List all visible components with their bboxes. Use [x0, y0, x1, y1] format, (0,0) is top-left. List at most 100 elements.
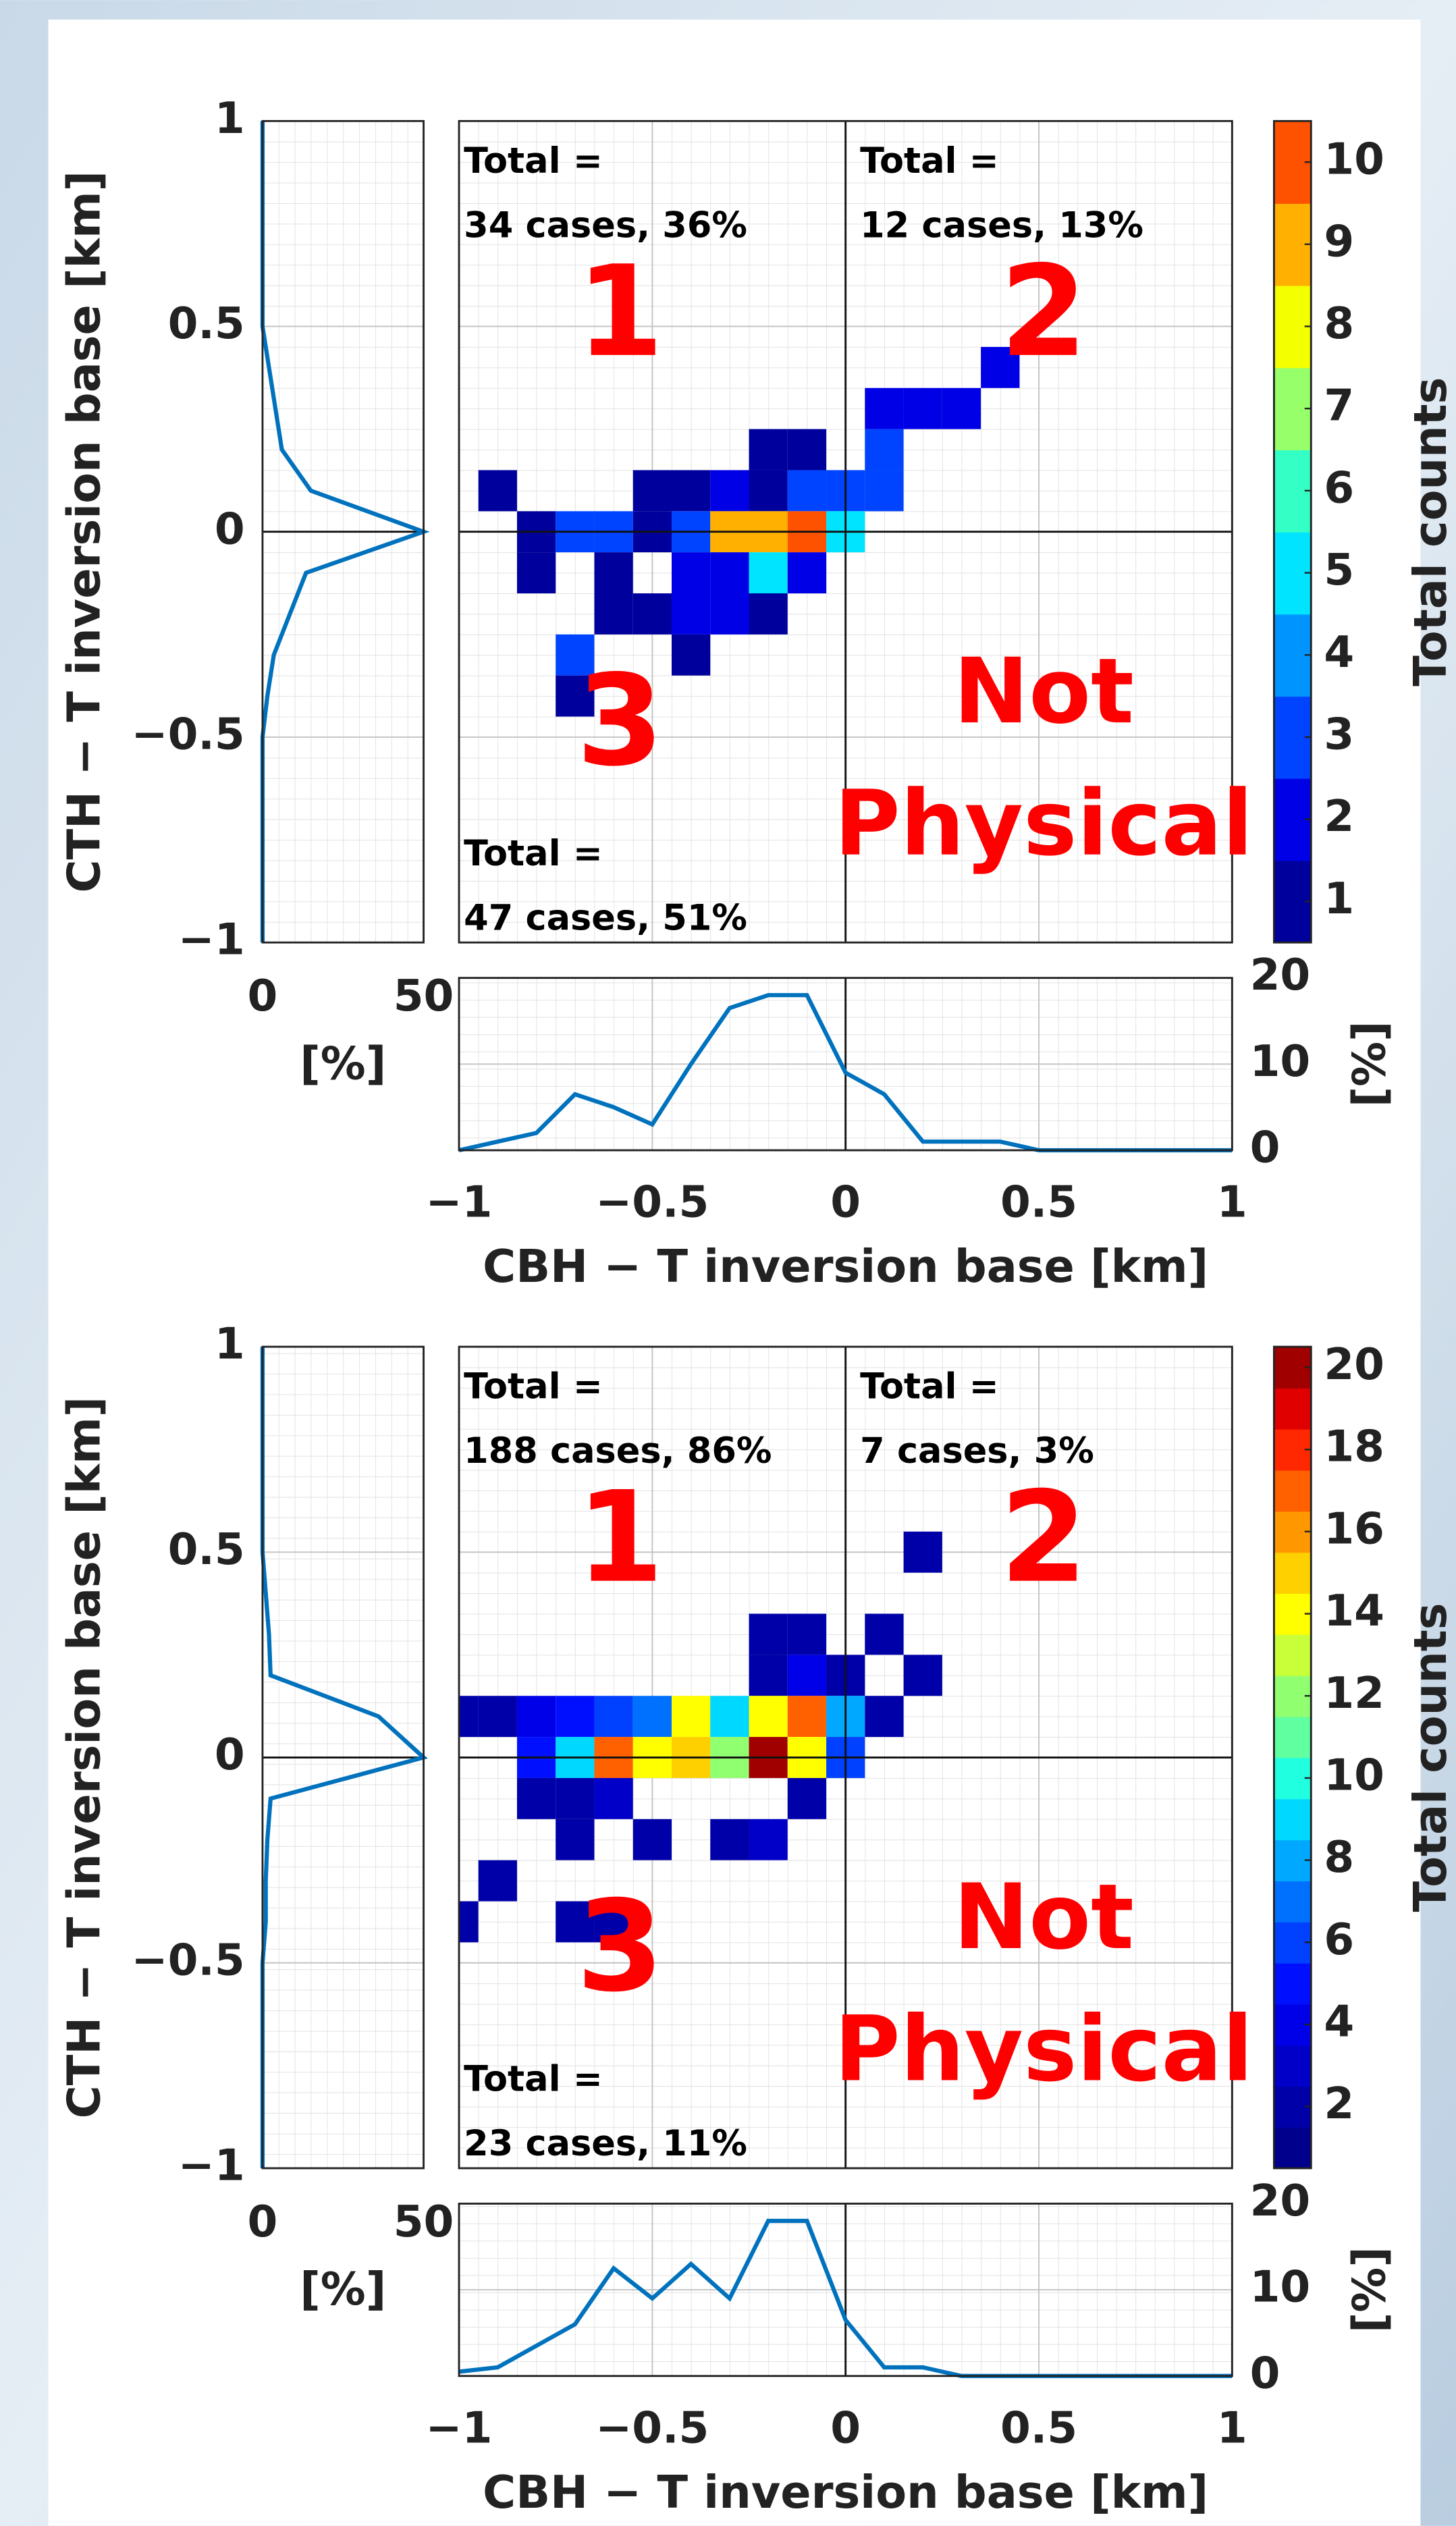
- colorbar-swatch: [1274, 1717, 1311, 1758]
- heat-cell: [942, 388, 981, 429]
- heat-cell: [672, 552, 710, 593]
- heat-cell: [479, 1860, 517, 1902]
- x-tick-label: 1: [1217, 1177, 1247, 1228]
- colorbar-tick-label: 5: [1324, 545, 1354, 595]
- heat-cell: [672, 1696, 710, 1737]
- colorbar-tick-label: 14: [1324, 1586, 1384, 1636]
- not-physical-label: Not: [953, 1864, 1133, 1970]
- heat-cell: [865, 1614, 903, 1655]
- region-number: 3: [576, 1873, 664, 2020]
- region-total: Total =: [464, 1366, 603, 1407]
- x-tick-label: 0: [830, 1177, 861, 1228]
- colorbar-swatch: [1274, 2045, 1311, 2087]
- region-number: 1: [576, 1464, 664, 1611]
- y-tick-label: 0: [215, 504, 245, 554]
- x-tick-label: 0.5: [1000, 1177, 1077, 1228]
- region-total: Total =: [860, 140, 999, 182]
- heat-cell: [749, 1819, 788, 1860]
- region-total: Total =: [464, 833, 603, 874]
- heat-cell: [788, 429, 826, 471]
- region-total: Total =: [860, 1366, 999, 1407]
- x-axis-label: [%]: [300, 1037, 386, 1090]
- y-tick-label: 20: [1250, 2176, 1311, 2226]
- heat-cell: [710, 1696, 749, 1737]
- heat-cell: [672, 635, 710, 676]
- y-axis-label: [%]: [1343, 1021, 1395, 1107]
- heat-cell: [749, 1614, 788, 1655]
- colorbar-swatch: [1274, 1798, 1311, 1840]
- y-tick-label: 0: [1250, 1123, 1280, 1173]
- x-tick-label: 1: [1217, 2402, 1247, 2453]
- region-cases: 23 cases, 11%: [464, 2123, 747, 2164]
- heat-cell: [556, 1778, 594, 1819]
- heat-cell: [749, 1655, 788, 1696]
- heat-cell: [865, 388, 903, 429]
- y-tick-label: 0: [1250, 2348, 1280, 2398]
- colorbar-tick-label: 16: [1324, 1503, 1384, 1554]
- page: {"chart_data": [ {"type": "heatmap", "xl…: [0, 0, 1456, 2526]
- region-number: 1: [576, 238, 664, 385]
- region-number: 3: [576, 647, 664, 794]
- heat-cell: [672, 593, 710, 635]
- not-physical-label: Physical: [834, 771, 1253, 876]
- colorbar-tick-label: 20: [1324, 1339, 1384, 1390]
- x-tick-label: 0: [248, 971, 278, 1021]
- y-tick-label: 0.5: [168, 1524, 245, 1575]
- x-axis-label: [%]: [300, 2263, 386, 2315]
- heat-cell: [556, 1696, 594, 1737]
- heat-cell: [479, 1696, 517, 1737]
- heat-cell: [865, 470, 903, 511]
- heat-cell: [517, 1778, 556, 1819]
- heat-cell: [749, 429, 788, 471]
- colorbar-label: Total counts: [1404, 1603, 1456, 1912]
- heat-cell: [594, 552, 632, 593]
- colorbar-tick-label: 2: [1324, 791, 1354, 842]
- x-tick-label: 0: [830, 2402, 861, 2453]
- heat-cell: [633, 470, 672, 511]
- heat-cell: [749, 552, 788, 593]
- colorbar-tick-label: 9: [1324, 216, 1354, 267]
- x-tick-label: −1: [426, 1177, 493, 1228]
- colorbar-tick-label: 6: [1324, 1914, 1354, 1965]
- heat-cell: [865, 1696, 903, 1737]
- colorbar-swatch: [1274, 2127, 1311, 2169]
- heat-cell: [594, 1696, 632, 1737]
- colorbar-tick-label: 10: [1324, 134, 1384, 185]
- heat-cell: [788, 470, 826, 511]
- heat-cell: [749, 1696, 788, 1737]
- y-tick-label: −0.5: [132, 709, 245, 760]
- colorbar-swatch: [1274, 1963, 1311, 2005]
- region-cases: 47 cases, 51%: [464, 897, 747, 938]
- heat-cell: [749, 593, 788, 635]
- heat-cell: [594, 1778, 632, 1819]
- figure: Total =34 cases, 36%1Total =12 cases, 13…: [0, 0, 1456, 2526]
- colorbar-tick-label: 4: [1324, 1997, 1354, 2047]
- colorbar-swatch: [1274, 1470, 1311, 1512]
- heat-cell: [904, 388, 942, 429]
- region-total: Total =: [464, 2059, 603, 2100]
- heat-cell: [633, 1819, 672, 1860]
- region-total: Total =: [464, 140, 603, 182]
- heat-cell: [556, 1819, 594, 1860]
- heat-cell: [710, 470, 749, 511]
- heat-cell: [904, 1655, 942, 1696]
- heat-cell: [904, 1532, 942, 1573]
- region-number: 2: [1000, 238, 1087, 385]
- y-axis-label: CTH − T inversion base [km]: [57, 171, 110, 893]
- y-tick-label: 20: [1250, 950, 1311, 1000]
- colorbar-tick-label: 8: [1324, 298, 1354, 349]
- y-tick-label: 0: [215, 1729, 245, 1780]
- colorbar-tick-label: 12: [1324, 1668, 1384, 1719]
- heat-cell: [633, 1696, 672, 1737]
- y-tick-label: 10: [1250, 2262, 1311, 2313]
- y-tick-label: 1: [215, 1319, 245, 1370]
- not-physical-label: Physical: [834, 1997, 1253, 2102]
- heat-cell: [788, 1655, 826, 1696]
- heat-cell: [479, 470, 517, 511]
- colorbar-swatch: [1274, 1634, 1311, 1676]
- colorbar-tick-label: 4: [1324, 627, 1354, 678]
- y-tick-label: 10: [1250, 1036, 1311, 1087]
- heat-cell: [749, 470, 788, 511]
- colorbar-tick-label: 18: [1324, 1422, 1384, 1472]
- colorbar-tick-label: 1: [1324, 874, 1354, 924]
